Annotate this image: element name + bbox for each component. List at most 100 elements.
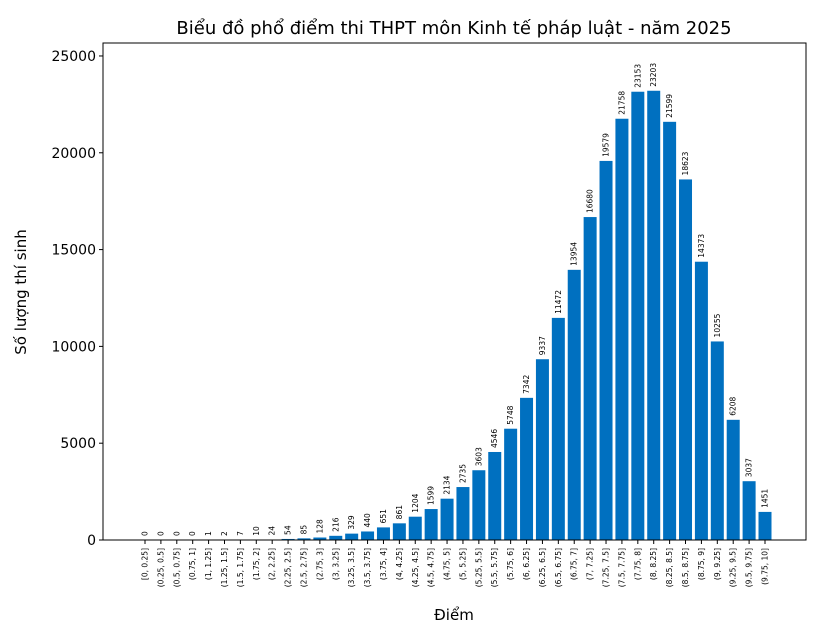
bar <box>599 160 613 540</box>
bar-value-label: 1599 <box>427 486 436 505</box>
x-tick-label: (9, 9.25] <box>713 548 722 580</box>
y-tick-label: 0 <box>87 533 96 549</box>
bar-value-label: 6208 <box>729 396 738 415</box>
bar-value-label: 861 <box>395 505 404 520</box>
x-tick-label: (9.75, 10] <box>761 548 770 585</box>
bar <box>583 217 597 540</box>
x-tick-label: (2, 2.25] <box>268 548 277 580</box>
x-tick-label: (0.25, 0.5] <box>156 548 165 587</box>
x-tick-label: (8, 8.25] <box>649 548 658 580</box>
bar-value-label: 2 <box>220 531 229 536</box>
x-axis-label: Điểm <box>434 606 474 624</box>
y-tick-label: 5000 <box>60 436 96 452</box>
x-tick-label: (6.25, 6.5] <box>538 548 547 587</box>
bar-value-label: 3603 <box>474 447 483 466</box>
bar <box>440 498 454 540</box>
x-tick-label: (6.5, 6.75] <box>554 548 563 587</box>
bar-value-label: 0 <box>156 531 165 536</box>
bar <box>408 516 422 540</box>
bar <box>297 538 311 540</box>
x-tick-label: (3, 3.25] <box>331 548 340 580</box>
x-tick-label: (7.5, 7.75] <box>617 548 626 587</box>
bar <box>663 121 677 541</box>
chart-title: Biểu đồ phổ điểm thi THPT môn Kinh tế ph… <box>176 18 731 39</box>
x-tick-label: (2.75, 3] <box>315 548 324 580</box>
bar <box>392 523 406 540</box>
bar-value-label: 3037 <box>745 458 754 477</box>
bar <box>647 90 661 540</box>
x-tick-label: (0.75, 1] <box>188 548 197 580</box>
x-tick-label: (3.25, 3.5] <box>347 548 356 587</box>
bar-value-label: 18623 <box>681 151 690 175</box>
x-tick-label: (1.75, 2] <box>252 548 261 580</box>
x-tick-label: (1.25, 1.5] <box>220 548 229 587</box>
bar-value-label: 7342 <box>522 375 531 394</box>
bar <box>710 341 724 540</box>
bar-value-label: 13954 <box>570 242 579 266</box>
x-tick-label: (5.5, 5.75] <box>490 548 499 587</box>
bar-value-label: 85 <box>299 525 308 535</box>
bar-value-label: 23153 <box>633 64 642 88</box>
bar-value-label: 14373 <box>697 234 706 258</box>
bar <box>615 118 629 540</box>
x-tick-label: (4.25, 4.5] <box>411 548 420 587</box>
x-tick-label: (6.75, 7] <box>570 548 579 580</box>
bar-value-label: 23203 <box>649 63 658 87</box>
bar <box>472 470 486 540</box>
bar <box>424 509 438 540</box>
bar <box>281 538 295 540</box>
y-tick-label: 10000 <box>51 339 96 355</box>
bar-value-label: 16680 <box>586 189 595 213</box>
bar-value-label: 651 <box>379 509 388 524</box>
y-axis-label: Số lượng thí sinh <box>12 229 30 354</box>
bar <box>758 511 772 540</box>
plot-area-frame <box>102 42 807 541</box>
x-tick-label: (2.5, 2.75] <box>299 548 308 587</box>
x-tick-label: (9.25, 9.5] <box>729 548 738 587</box>
bar-value-label: 329 <box>347 515 356 530</box>
y-tick-label: 20000 <box>51 146 96 162</box>
x-tick-label: (3.75, 4] <box>379 548 388 580</box>
x-tick-label: (4.5, 4.75] <box>427 548 436 587</box>
bar-value-label: 21599 <box>665 94 674 118</box>
bar-value-label: 7 <box>236 531 245 536</box>
x-tick-label: (4.75, 5] <box>443 548 452 580</box>
bar <box>361 531 375 540</box>
x-tick-label: (6, 6.25] <box>522 548 531 580</box>
bar <box>535 359 549 540</box>
bar <box>567 269 581 540</box>
bar <box>456 487 470 540</box>
bar-value-label: 128 <box>315 519 324 534</box>
bar-value-label: 5748 <box>506 405 515 424</box>
x-tick-label: (4, 4.25] <box>395 548 404 580</box>
bar-value-label: 54 <box>284 525 293 535</box>
bar-value-label: 19579 <box>602 133 611 157</box>
bar-value-label: 10255 <box>713 313 722 337</box>
y-tick-label: 25000 <box>51 49 96 65</box>
bar <box>313 537 327 540</box>
x-tick-label: (7.25, 7.5] <box>602 548 611 587</box>
x-tick-label: (9.5, 9.75] <box>745 548 754 587</box>
y-tick-label: 15000 <box>51 243 96 259</box>
bar <box>504 428 518 540</box>
bar-value-label: 1204 <box>411 493 420 512</box>
bar <box>551 317 565 540</box>
x-tick-label: (1, 1.25] <box>204 548 213 580</box>
bar <box>631 91 645 541</box>
x-tick-label: (3.5, 3.75] <box>363 548 372 587</box>
x-tick-label: (8.5, 8.75] <box>681 548 690 587</box>
bar-value-label: 24 <box>268 526 277 536</box>
bar-value-label: 216 <box>331 517 340 532</box>
bar <box>488 451 502 540</box>
x-tick-label: (8.75, 9] <box>697 548 706 580</box>
bar-value-label: 440 <box>363 513 372 528</box>
x-tick-label: (8.25, 8.5] <box>665 548 674 587</box>
bar-value-label: 10 <box>252 526 261 536</box>
bar <box>376 527 390 540</box>
bar-value-label: 21758 <box>617 91 626 115</box>
bar <box>329 535 343 540</box>
bar-value-label: 2134 <box>443 475 452 494</box>
x-tick-label: (0.5, 0.75] <box>172 548 181 587</box>
bar-value-label: 0 <box>141 531 150 536</box>
x-tick-label: (5.75, 6] <box>506 548 515 580</box>
